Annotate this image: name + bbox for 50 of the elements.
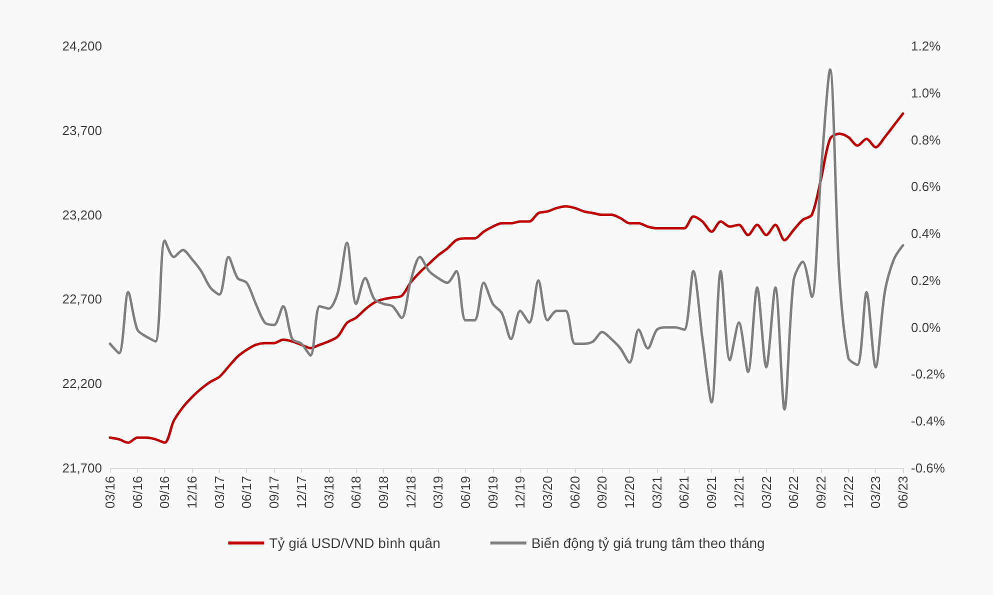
y2-tick-label: -0.6% [911,460,946,476]
x-tick-label: 06/19 [458,476,473,509]
x-tick-label: 12/17 [294,476,309,509]
x-tick-label: 12/18 [403,476,418,509]
x-tick-label: 03/18 [321,476,336,509]
y-tick-label: 22,700 [62,292,102,307]
x-tick-label: 12/21 [731,476,746,509]
x-tick-label: 06/21 [676,476,692,509]
line-series [108,112,904,444]
x-tick-label: 03/23 [868,476,884,509]
y-tick-label: 23,700 [62,122,102,138]
x-tick-label: 06/20 [567,476,582,509]
x-tick-label: 09/16 [157,476,172,509]
y2-tick-label: 0.0% [911,320,942,335]
x-tick-label: 09/19 [485,476,500,509]
x-tick-label: 09/21 [704,476,720,509]
x-tick-label: 06/17 [239,476,254,509]
x-tick-label: 06/16 [130,476,145,509]
y2-tick-label: 0.6% [911,179,942,194]
line-series [108,68,904,411]
x-tick-label: 12/19 [512,476,528,509]
y2-tick-label: 1.2% [911,38,942,54]
x-tick-label: 03/21 [649,476,664,509]
x-tick-label: 12/22 [840,476,856,509]
x-tick-label: 06/22 [786,476,802,509]
y-tick-label: 23,200 [62,207,102,222]
y-tick-label: 24,200 [62,38,102,54]
x-tick-label: 03/19 [430,476,446,509]
y-tick-label: 22,200 [62,376,102,392]
legend-label: Biến động tỷ giá trung tâm theo tháng [531,535,765,551]
y2-tick-label: 0.8% [911,132,942,148]
y-tick-label: 21,700 [62,460,102,476]
x-tick-label: 03/22 [758,476,774,509]
x-tick-label: 09/22 [813,476,828,509]
x-tick-label: 06/23 [896,476,910,509]
y2-tick-label: 0.2% [911,272,942,288]
y2-tick-label: 0.4% [911,226,942,242]
y2-tick-label: -0.2% [911,366,946,382]
x-tick-label: 03/20 [540,476,556,509]
x-tick-label: 03/17 [212,476,227,509]
x-tick-label: 03/16 [102,476,118,509]
x-tick-label: 09/20 [594,476,610,509]
y2-tick-label: -0.4% [911,414,946,429]
x-tick-label: 06/18 [348,476,364,509]
x-tick-label: 12/20 [622,476,638,509]
legend-label: Tỷ giá USD/VND bình quân [269,535,440,551]
x-tick-label: 12/16 [184,476,200,509]
x-tick-label: 09/17 [266,476,282,509]
x-tick-label: 09/18 [376,476,391,509]
y2-tick-label: 1.0% [911,85,942,100]
